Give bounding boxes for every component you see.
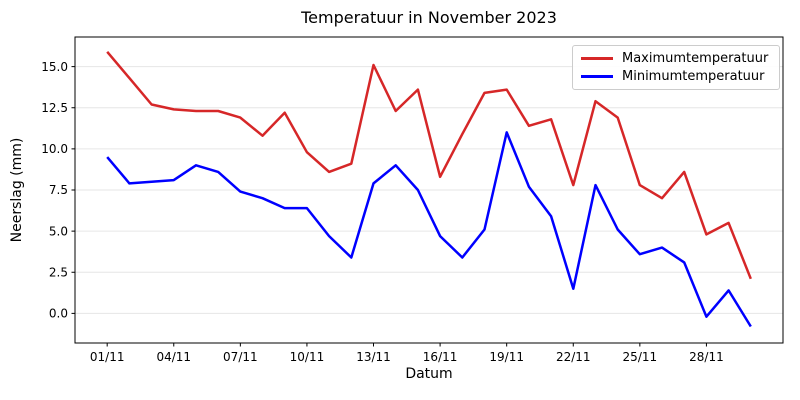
x-tick-label: 10/11 <box>290 350 325 364</box>
y-tick-label: 5.0 <box>49 224 68 238</box>
legend-item-max: Maximumtemperatuur <box>581 50 771 68</box>
y-axis-label: Neerslag (mm) <box>9 137 25 243</box>
x-tick-label: 01/11 <box>90 350 125 364</box>
x-tick-label: 04/11 <box>156 350 191 364</box>
series-line-minimumtemperatuur <box>106 131 752 328</box>
plot-border <box>74 36 784 344</box>
legend-line-max <box>581 57 613 61</box>
y-tick-label: 2.5 <box>49 265 68 279</box>
y-tick-label: 10.0 <box>41 142 68 156</box>
chart-title: Temperatuur in November 2023 <box>301 8 557 27</box>
legend-label-max: Maximumtemperatuur <box>622 51 769 67</box>
y-tick-label: 0.0 <box>49 307 68 321</box>
y-tick-label: 15.0 <box>41 60 68 74</box>
legend-item-min: Minimumtemperatuur <box>581 68 771 86</box>
x-tick-label: 19/11 <box>489 350 524 364</box>
x-tick-label: 13/11 <box>356 350 391 364</box>
x-tick-label: 07/11 <box>223 350 258 364</box>
x-axis-label: Datum <box>405 366 453 382</box>
series-line-maximumtemperatuur <box>106 50 752 280</box>
x-tick-label: 22/11 <box>556 350 591 364</box>
y-tick-label: 12.5 <box>41 101 68 115</box>
legend: Maximumtemperatuur Minimumtemperatuur <box>572 45 780 90</box>
x-tick-label: 28/11 <box>689 350 724 364</box>
x-tick-label: 25/11 <box>623 350 658 364</box>
y-tick-label: 7.5 <box>49 183 68 197</box>
x-tick-label: 16/11 <box>423 350 458 364</box>
legend-line-min <box>581 74 613 78</box>
legend-label-min: Minimumtemperatuur <box>622 68 765 84</box>
